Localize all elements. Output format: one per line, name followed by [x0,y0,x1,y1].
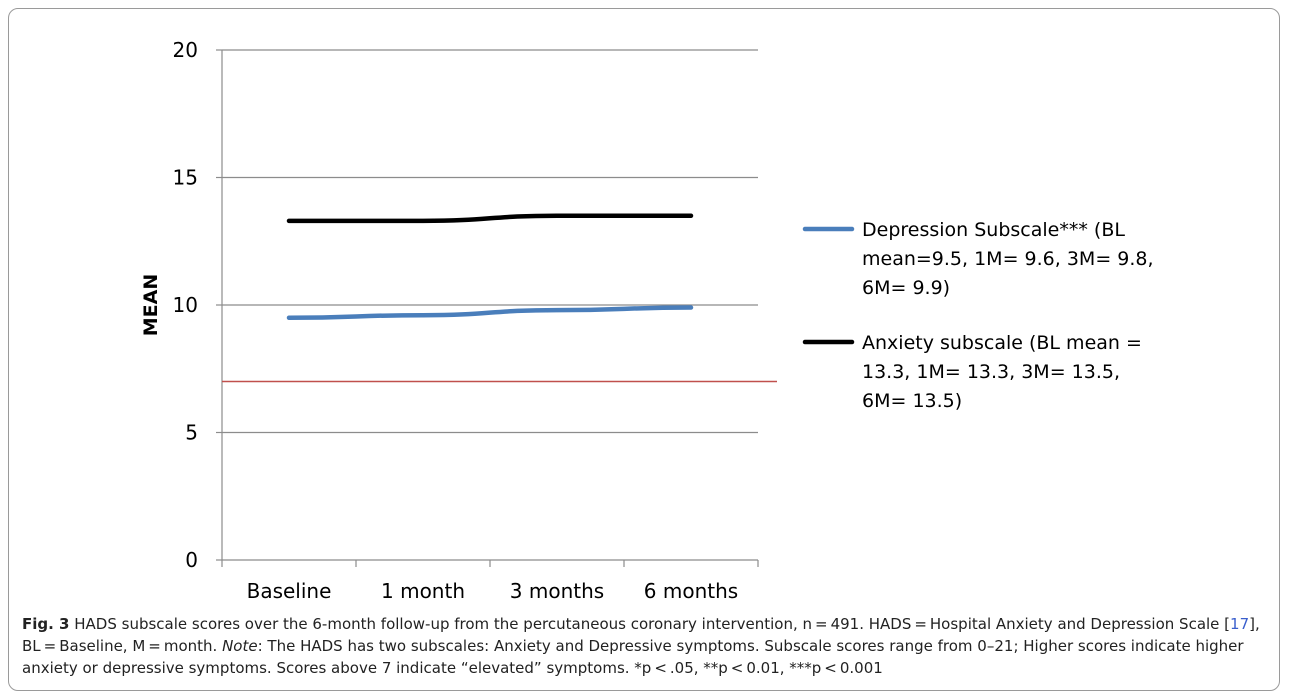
y-tick-label: 10 [173,293,198,317]
caption-figure-label: Fig. 3 [22,615,70,633]
legend: Depression Subscale*** (BL mean=9.5, 1M= … [802,219,1154,412]
anxiety-series-line [286,213,694,224]
legend-label-anxiety: 6M= 13.5) [862,390,962,412]
depression-series-line [286,305,694,320]
y-tick-label: 5 [185,421,198,445]
legend-label-anxiety: Anxiety subscale (BL mean = [862,332,1142,354]
x-tick-label: 3 months [510,579,604,603]
axes: 0 5 10 15 20 Baseline 1 month 3 months 6 months [173,38,759,603]
y-axis-label: MEAN [140,274,162,337]
caption-reference-link[interactable]: 17 [1230,615,1250,633]
x-tick-label: 1 month [381,579,465,603]
caption-text-2: ], BL = Baseline, M = month. [22,615,1260,655]
y-tick-label: 20 [173,38,198,62]
legend-label-depression: 6M= 9.9) [862,277,950,299]
caption-text-1: HADS subscale scores over the 6-month fo… [69,615,1231,633]
series-lines [222,213,777,383]
caption-note-label: Note [222,637,258,655]
caption-text-3: : The HADS has two subscales: Anxiety an… [22,637,1244,677]
y-tick-label: 15 [173,166,198,190]
x-tick-label: Baseline [247,579,332,603]
x-tick-label: 6 months [644,579,738,603]
figure-caption: Fig. 3 HADS subscale scores over the 6-m… [22,613,1267,679]
y-tick-label: 0 [185,548,198,572]
legend-label-depression: mean=9.5, 1M= 9.6, 3M= 9.8, [862,248,1154,270]
legend-label-anxiety: 13.3, 1M= 13.3, 3M= 13.5, [862,361,1120,383]
legend-label-depression: Depression Subscale*** (BL [862,219,1125,241]
gridlines [222,49,758,434]
figure-frame [8,8,1280,691]
